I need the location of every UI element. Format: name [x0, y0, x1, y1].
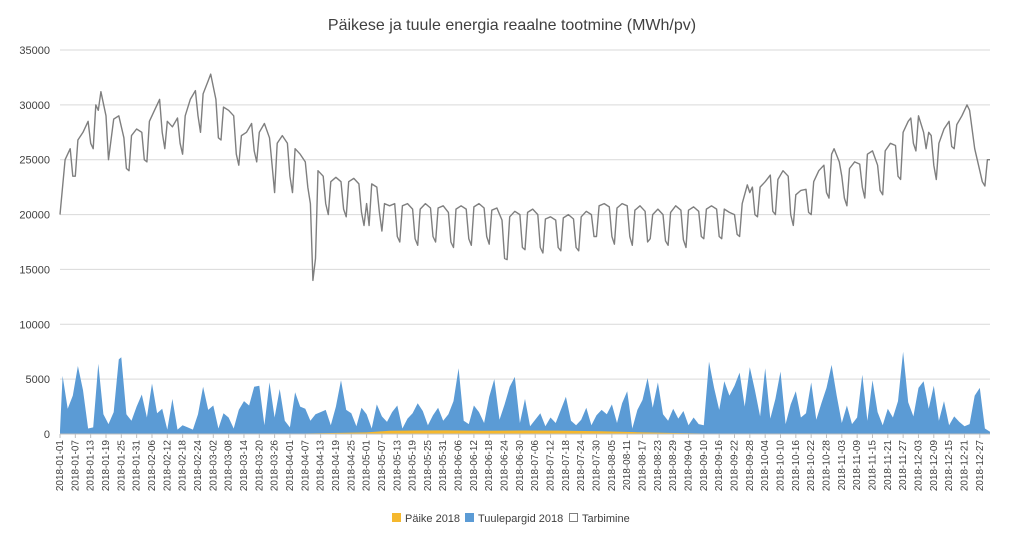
x-tick-label: 2018-04-01	[285, 440, 296, 492]
x-tick-label: 2018-08-11	[622, 440, 633, 491]
y-tick-label: 5000	[26, 374, 50, 386]
x-tick-label: 2018-10-16	[791, 440, 802, 492]
x-tick-label: 2018-11-27	[898, 440, 909, 491]
x-tick-label: 2018-08-23	[653, 440, 664, 492]
x-tick-label: 2018-08-29	[668, 440, 679, 492]
x-tick-label: 2018-07-30	[592, 440, 603, 492]
x-tick-label: 2018-01-07	[70, 440, 81, 492]
legend-label: Tuulepargid 2018	[478, 513, 563, 525]
x-tick-label: 2018-07-06	[530, 440, 541, 492]
x-tick-label: 2018-02-06	[147, 440, 158, 492]
x-tick-label: 2018-05-07	[377, 440, 388, 492]
y-tick-label: 35000	[19, 45, 50, 57]
x-tick-label: 2018-09-22	[730, 440, 741, 492]
x-tick-label: 2018-05-19	[408, 440, 419, 492]
x-tick-label: 2018-04-13	[316, 440, 327, 492]
x-tick-label: 2018-12-21	[960, 440, 971, 492]
x-tick-label: 2018-03-08	[224, 440, 235, 492]
x-tick-label: 2018-12-27	[975, 440, 986, 492]
x-tick-label: 2018-03-20	[254, 440, 265, 492]
x-tick-label: 2018-05-31	[438, 440, 449, 492]
x-tick-label: 2018-08-05	[607, 440, 618, 492]
x-tick-label: 2018-12-03	[914, 440, 925, 492]
x-tick-label: 2018-06-30	[515, 440, 526, 492]
x-tick-label: 2018-10-28	[822, 440, 833, 492]
x-tick-label: 2018-06-12	[469, 440, 480, 492]
series-area-0	[60, 430, 990, 434]
x-tick-label: 2018-11-15	[868, 440, 879, 491]
x-tick-label: 2018-04-07	[300, 440, 311, 492]
chart-title: Päikese ja tuule energia reaalne tootmin…	[328, 17, 696, 34]
x-tick-label: 2018-06-18	[484, 440, 495, 492]
x-tick-label: 2018-06-06	[454, 440, 465, 492]
y-tick-label: 10000	[19, 319, 50, 331]
x-tick-label: 2018-11-09	[852, 440, 863, 491]
x-tick-label: 2018-01-01	[55, 440, 66, 492]
x-tick-label: 2018-04-19	[331, 440, 342, 492]
y-tick-label: 25000	[19, 155, 50, 167]
x-tick-label: 2018-12-09	[929, 440, 940, 492]
x-tick-label: 2018-06-24	[500, 440, 511, 492]
y-tick-label: 20000	[19, 210, 50, 222]
x-tick-label: 2018-10-10	[776, 440, 787, 492]
x-tick-label: 2018-09-04	[684, 440, 695, 492]
legend-swatch	[392, 513, 401, 522]
x-tick-label: 2018-02-12	[162, 440, 173, 492]
y-axis-tick-labels: 0 5000 10000 15000 20000 25000 30000 35000	[19, 45, 50, 441]
x-tick-label: 2018-01-19	[101, 440, 112, 492]
x-tick-label: 2018-03-14	[239, 440, 250, 492]
x-tick-label: 2018-05-25	[423, 440, 434, 492]
x-tick-label: 2018-11-21	[883, 440, 894, 491]
legend-swatch	[569, 513, 578, 522]
x-tick-label: 2018-01-25	[116, 440, 127, 492]
x-tick-label: 2018-09-16	[714, 440, 725, 492]
gridlines	[60, 49, 990, 380]
x-axis-tick-labels: 2018-01-01 2018-01-07 2018-01-13 2018-01-19…	[55, 434, 986, 491]
x-tick-label: 2018-12-15	[944, 440, 955, 492]
x-tick-label: 2018-02-24	[193, 440, 204, 492]
legend-label: Tarbimine	[582, 513, 630, 525]
y-tick-label: 0	[44, 429, 50, 441]
x-tick-label: 2018-03-02	[208, 440, 219, 492]
x-tick-label: 2018-05-13	[392, 440, 403, 492]
x-tick-label: 2018-05-01	[362, 440, 373, 492]
legend-label: Päike 2018	[405, 513, 460, 525]
x-tick-label: 2018-09-10	[699, 440, 710, 492]
x-tick-label: 2018-01-31	[132, 440, 143, 492]
series-layer	[59, 73, 990, 434]
x-tick-label: 2018-04-25	[346, 440, 357, 492]
x-tick-label: 2018-07-18	[561, 440, 572, 492]
x-tick-label: 2018-01-13	[86, 440, 97, 492]
y-tick-label: 30000	[19, 100, 50, 112]
x-tick-label: 2018-07-12	[546, 440, 557, 492]
legend-swatch	[465, 513, 474, 522]
x-tick-label: 2018-09-28	[745, 440, 756, 492]
x-tick-label: 2018-02-18	[178, 440, 189, 492]
x-tick-label: 2018-08-17	[638, 440, 649, 492]
x-tick-label: 2018-03-26	[270, 440, 281, 492]
x-tick-label: 2018-11-03	[837, 440, 848, 491]
series-area-1	[60, 351, 990, 434]
series-line-2	[59, 73, 990, 282]
legend: Päike 2018 Tuulepargid 2018 Tarbimine	[392, 513, 630, 525]
y-tick-label: 15000	[19, 264, 50, 276]
x-tick-label: 2018-10-04	[760, 440, 771, 492]
x-tick-label: 2018-07-24	[576, 440, 587, 492]
x-tick-label: 2018-10-22	[806, 440, 817, 492]
